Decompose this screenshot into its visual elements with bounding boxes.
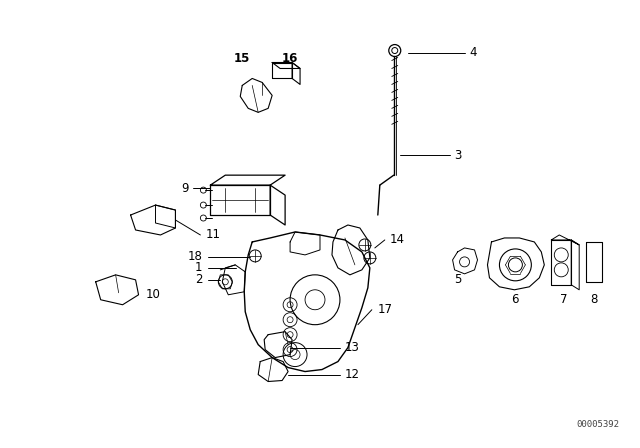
Text: 4: 4 (470, 46, 477, 59)
Text: 17: 17 (378, 303, 393, 316)
Text: 2: 2 (195, 273, 202, 286)
Text: 9: 9 (181, 181, 188, 194)
Text: 13: 13 (345, 341, 360, 354)
Text: 12: 12 (345, 368, 360, 381)
Text: 5: 5 (454, 273, 461, 286)
Text: 00005392: 00005392 (576, 420, 619, 429)
Text: 16: 16 (282, 52, 298, 65)
Text: 3: 3 (454, 149, 462, 162)
Text: 6: 6 (511, 293, 518, 306)
Text: 14: 14 (390, 233, 404, 246)
Text: 15: 15 (234, 52, 250, 65)
Text: 10: 10 (145, 288, 161, 301)
Text: 7: 7 (561, 293, 568, 306)
Text: 8: 8 (591, 293, 598, 306)
Text: 11: 11 (205, 228, 220, 241)
Text: 1: 1 (195, 261, 202, 274)
Text: 18: 18 (188, 250, 202, 263)
